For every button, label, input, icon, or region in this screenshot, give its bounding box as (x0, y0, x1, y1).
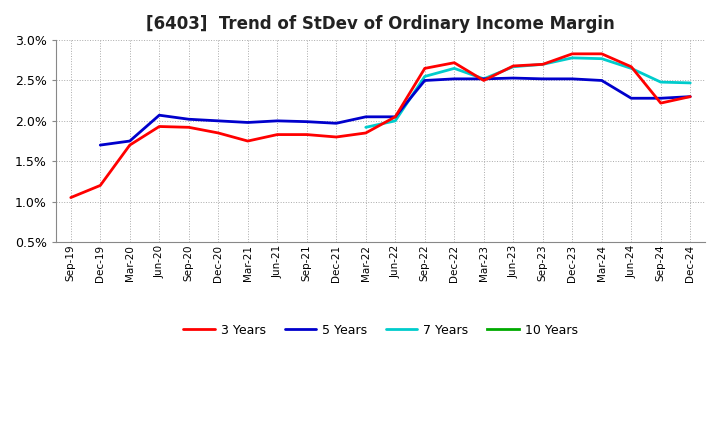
5 Years (243, 120, 252, 125)
3 Years (539, 62, 547, 67)
7 Years (450, 66, 459, 71)
5 Years (539, 76, 547, 81)
Title: [6403]  Trend of StDev of Ordinary Income Margin: [6403] Trend of StDev of Ordinary Income… (146, 15, 615, 33)
5 Years (568, 76, 577, 81)
7 Years (686, 80, 695, 85)
5 Years (125, 139, 134, 144)
3 Years (302, 132, 311, 137)
Line: 7 Years: 7 Years (366, 58, 690, 127)
3 Years (273, 132, 282, 137)
3 Years (657, 100, 665, 106)
3 Years (184, 125, 193, 130)
3 Years (450, 60, 459, 66)
5 Years (686, 94, 695, 99)
3 Years (391, 114, 400, 119)
3 Years (66, 195, 75, 200)
7 Years (598, 56, 606, 61)
5 Years (184, 117, 193, 122)
7 Years (539, 62, 547, 67)
5 Years (480, 76, 488, 81)
5 Years (391, 114, 400, 119)
5 Years (214, 118, 222, 124)
3 Years (627, 64, 636, 70)
5 Years (332, 121, 341, 126)
3 Years (361, 130, 370, 136)
Line: 5 Years: 5 Years (100, 78, 690, 145)
3 Years (155, 124, 163, 129)
3 Years (509, 63, 518, 69)
3 Years (480, 78, 488, 83)
7 Years (391, 118, 400, 124)
7 Years (657, 80, 665, 85)
3 Years (96, 183, 104, 188)
7 Years (420, 74, 429, 79)
5 Years (509, 75, 518, 81)
5 Years (155, 113, 163, 118)
5 Years (302, 119, 311, 125)
3 Years (420, 66, 429, 71)
5 Years (273, 118, 282, 124)
5 Years (598, 78, 606, 83)
7 Years (480, 76, 488, 81)
3 Years (332, 134, 341, 139)
3 Years (214, 130, 222, 136)
5 Years (96, 143, 104, 148)
Line: 3 Years: 3 Years (71, 54, 690, 198)
7 Years (361, 125, 370, 130)
3 Years (125, 143, 134, 148)
3 Years (568, 51, 577, 56)
7 Years (509, 64, 518, 70)
3 Years (598, 51, 606, 56)
7 Years (568, 55, 577, 61)
5 Years (627, 95, 636, 101)
5 Years (450, 76, 459, 81)
5 Years (657, 95, 665, 101)
7 Years (627, 66, 636, 71)
3 Years (243, 139, 252, 144)
Legend: 3 Years, 5 Years, 7 Years, 10 Years: 3 Years, 5 Years, 7 Years, 10 Years (179, 319, 582, 342)
5 Years (361, 114, 370, 119)
5 Years (420, 78, 429, 83)
3 Years (686, 94, 695, 99)
